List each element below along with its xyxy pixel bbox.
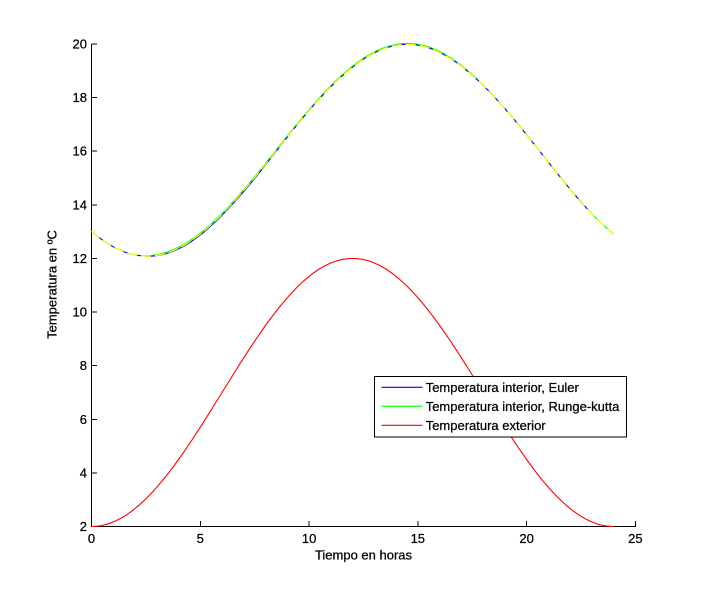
- svg-text:8: 8: [80, 358, 87, 373]
- svg-text:Tiempo en horas: Tiempo en horas: [315, 548, 413, 563]
- svg-text:25: 25: [628, 531, 642, 546]
- svg-text:Temperatura interior, Runge-ku: Temperatura interior, Runge-kutta: [426, 399, 620, 414]
- svg-text:18: 18: [73, 90, 87, 105]
- svg-text:0: 0: [88, 531, 95, 546]
- svg-text:12: 12: [73, 251, 87, 266]
- svg-text:4: 4: [80, 465, 87, 480]
- svg-text:10: 10: [302, 531, 316, 546]
- svg-text:14: 14: [73, 197, 87, 212]
- svg-text:2: 2: [80, 519, 87, 534]
- svg-text:20: 20: [519, 531, 533, 546]
- svg-text:15: 15: [411, 531, 425, 546]
- svg-text:20: 20: [73, 37, 87, 52]
- svg-text:Temperatura exterior: Temperatura exterior: [426, 418, 547, 433]
- svg-text:6: 6: [80, 412, 87, 427]
- svg-text:Temperatura interior, Euler: Temperatura interior, Euler: [426, 380, 580, 395]
- svg-text:Temperatura en ºC: Temperatura en ºC: [45, 230, 60, 339]
- svg-text:5: 5: [197, 531, 204, 546]
- svg-text:16: 16: [73, 144, 87, 159]
- svg-text:10: 10: [73, 305, 87, 320]
